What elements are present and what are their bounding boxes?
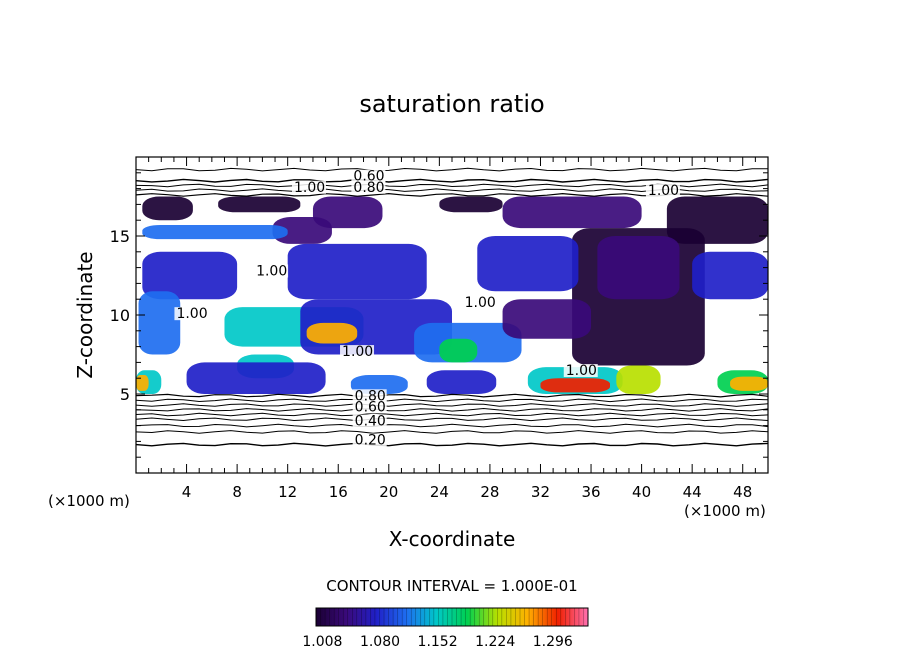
contour-label-bg-11	[352, 414, 387, 428]
saturation-region-24	[136, 375, 149, 391]
chart-title: saturation ratio	[359, 90, 544, 118]
x-axis-ticks: 4 8 12 16 20 24 28 32 36 40 44 48	[135, 157, 769, 501]
y-tick-label: 15	[110, 227, 130, 246]
contour-label-bg-2	[292, 180, 326, 194]
saturation-region-6	[502, 196, 642, 229]
saturation-region-22	[426, 370, 497, 394]
saturation-region-18	[306, 322, 358, 344]
x-tick-label: 20	[379, 483, 398, 501]
x-axis-label: X-coordinate	[389, 527, 516, 551]
contour-label-1: 0.80	[353, 180, 384, 196]
contour-label-bg-7	[340, 345, 375, 359]
contour-label-bg-6	[462, 296, 497, 310]
contour-line-12	[135, 178, 769, 183]
contour-labels: 0.600.801.00 1.001.001.001.001.001.000.80…	[174, 169, 680, 449]
contour-line-2	[135, 423, 769, 428]
contour-label-bg-5	[174, 307, 209, 321]
saturation-region-10	[287, 243, 427, 300]
colorbar-tick-label: 1.224	[475, 634, 515, 650]
saturation-region-31	[597, 236, 680, 300]
colorbar-tick-label: 1.008	[302, 634, 342, 650]
contour-line-1	[135, 430, 769, 434]
colorbar-tick-label: 1.080	[360, 634, 400, 650]
contour-line-7	[135, 398, 769, 403]
contour-label-bg-10	[352, 400, 387, 414]
saturation-region-4	[218, 196, 301, 213]
saturation-region-11	[477, 236, 579, 292]
x-tick-label: 48	[733, 483, 752, 501]
y-axis-ticks: 5 10 15	[110, 156, 768, 474]
contour-label-bg-4	[254, 264, 289, 278]
saturation-region-5	[439, 196, 503, 213]
x-tick-label: 4	[182, 483, 192, 501]
contour-line-0	[135, 442, 769, 447]
saturation-region-3	[142, 196, 193, 221]
colorbar: 1.008 1.080 1.152 1.224 1.296	[302, 607, 589, 650]
contour-line-8	[135, 393, 769, 398]
contour-line-4	[135, 412, 769, 417]
saturation-region-12	[692, 251, 768, 300]
colorbar-tick-labels: 1.008 1.080 1.152 1.224 1.296	[302, 634, 573, 650]
x-tick-label: 16	[329, 483, 348, 501]
contour-label-4: 1.00	[256, 264, 287, 280]
contour-label-5: 1.00	[176, 306, 207, 322]
x-tick-label: 36	[581, 483, 600, 501]
contour-label-bg-9	[352, 389, 387, 403]
colorbar-tick-label: 1.152	[418, 634, 458, 650]
contour-label-bg-1	[351, 180, 386, 194]
saturation-fill-regions	[136, 196, 768, 394]
contour-label-12: 0.20	[355, 433, 386, 449]
x-unit-label-right: (×1000 m)	[684, 502, 766, 520]
saturation-region-17	[502, 299, 592, 339]
contour-line-5	[135, 407, 769, 412]
contour-label-6: 1.00	[465, 295, 496, 311]
x-tick-label: 40	[632, 483, 651, 501]
contour-label-2: 1.00	[294, 180, 325, 196]
contour-label-0: 0.60	[353, 169, 384, 185]
contour-label-8: 1.00	[566, 363, 597, 379]
contour-label-bg-0	[351, 169, 386, 183]
x-unit-label-left: (×1000 m)	[48, 492, 130, 510]
y-axis-label: Z-coordinate	[73, 251, 97, 378]
contour-line-3	[135, 417, 769, 422]
x-tick-label: 44	[683, 483, 702, 501]
contour-label-3: 1.00	[648, 183, 679, 199]
saturation-region-30	[350, 375, 408, 394]
saturation-region-26	[540, 378, 610, 393]
x-tick-label: 28	[480, 483, 499, 501]
contour-label-7: 1.00	[342, 344, 373, 360]
contour-lines	[135, 167, 769, 447]
contour-label-11: 0.40	[355, 414, 386, 430]
y-tick-label: 5	[120, 385, 130, 404]
contour-label-bg-3	[645, 183, 680, 197]
colorbar-stripes	[320, 608, 584, 626]
saturation-region-27	[616, 365, 661, 394]
saturation-region-29	[730, 376, 768, 391]
x-tick-label: 32	[531, 483, 550, 501]
x-tick-label: 8	[232, 483, 242, 501]
x-tick-label: 12	[278, 483, 297, 501]
saturation-region-19	[439, 338, 478, 363]
x-tick-label: 24	[430, 483, 449, 501]
saturation-region-13	[138, 291, 181, 355]
saturation-region-1	[142, 224, 288, 240]
contour-interval-text: CONTOUR INTERVAL = 1.000E-01	[326, 577, 577, 595]
saturation-region-2	[312, 196, 383, 229]
y-tick-label: 10	[110, 306, 130, 325]
contour-label-bg-8	[563, 364, 598, 378]
contour-label-9: 0.80	[355, 388, 386, 404]
contour-label-10: 0.60	[355, 399, 386, 415]
saturation-region-9	[142, 251, 238, 300]
contour-label-bg-12	[352, 433, 387, 447]
saturation-region-21	[186, 362, 326, 394]
colorbar-gradient	[315, 607, 589, 627]
colorbar-tick-label: 1.296	[533, 634, 573, 650]
contour-line-13	[135, 167, 769, 172]
saturation-region-0	[272, 217, 332, 244]
contour-line-6	[135, 403, 769, 407]
